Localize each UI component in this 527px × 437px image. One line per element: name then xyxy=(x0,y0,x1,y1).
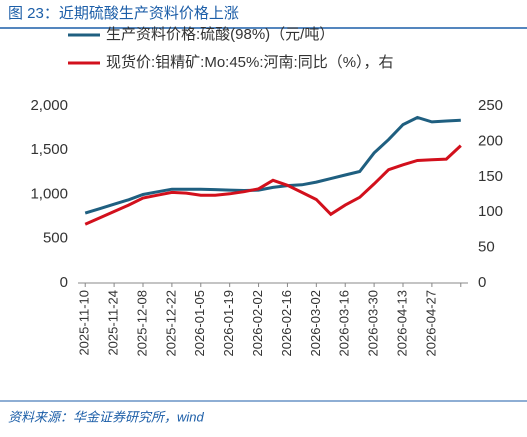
y2-tick-label: 150 xyxy=(478,168,503,185)
y2-tick-label: 100 xyxy=(478,203,503,220)
x-tick-label: 2026-01-05 xyxy=(192,290,207,357)
figure-title: 图 23：近期硫酸生产资料价格上涨 xyxy=(8,5,239,22)
series-line xyxy=(84,115,461,215)
x-tick-label: 2026-02-16 xyxy=(279,290,294,357)
legend-label: 生产资料价格:硫酸(98%)（元/吨） xyxy=(106,26,334,43)
x-tick-label: 2026-03-16 xyxy=(337,290,352,357)
y-tick-label: 500 xyxy=(43,230,68,247)
y2-tick-label: 50 xyxy=(478,239,495,256)
y-tick-label: 2,000 xyxy=(30,97,68,114)
x-tick-label: 2025-12-08 xyxy=(134,290,149,357)
y-tick-label: 1,500 xyxy=(30,141,68,158)
x-tick-label: 2026-02-02 xyxy=(250,290,265,357)
y2-tick-label: 250 xyxy=(478,97,503,114)
y2-tick-label: 0 xyxy=(478,274,486,291)
x-tick-label: 2026-04-13 xyxy=(394,290,409,357)
source-note: 资料来源：华金证券研究所，wind xyxy=(8,409,205,424)
series-line xyxy=(84,144,462,226)
x-tick-label: 2025-12-22 xyxy=(163,290,178,357)
y2-tick-label: 200 xyxy=(478,132,503,149)
y-tick-label: 1,000 xyxy=(30,185,68,202)
x-tick-label: 2026-03-02 xyxy=(308,290,323,357)
x-tick-label: 2025-11-10 xyxy=(77,290,92,356)
x-tick-label: 2026-03-30 xyxy=(366,290,381,357)
y-tick-label: 0 xyxy=(60,274,68,291)
legend-label: 现货价:钼精矿:Mo:45%:河南:同比（%），右 xyxy=(106,54,394,71)
x-tick-label: 2025-11-24 xyxy=(106,290,121,356)
x-tick-label: 2026-01-19 xyxy=(221,290,236,357)
x-tick-label: 2026-04-27 xyxy=(423,290,438,357)
